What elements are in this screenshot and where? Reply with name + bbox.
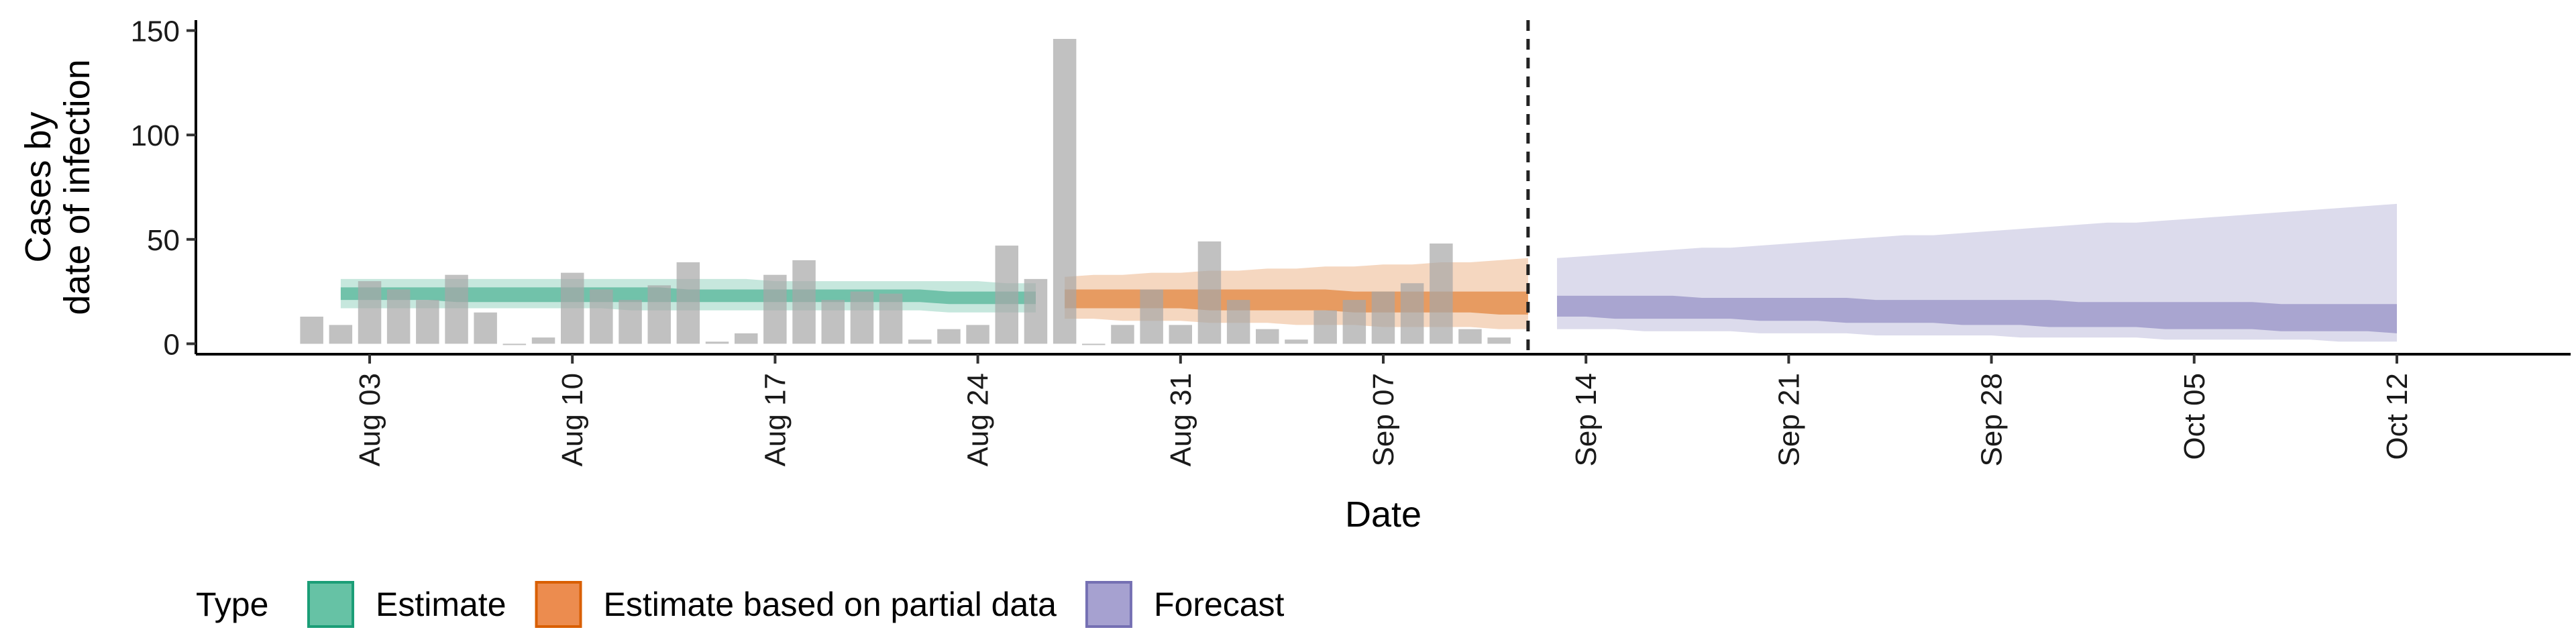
case-bar [1053,39,1077,344]
case-bar [735,333,758,344]
case-bar [763,274,787,344]
case-bar [908,339,932,344]
legend-swatch-forecast [1085,581,1132,628]
x-tick-label: Aug 31 [1165,373,1197,466]
case-bar [1371,291,1395,344]
x-tick-label: Oct 05 [2178,373,2211,460]
observed-case-bars [300,39,1511,345]
y-tick-label: 0 [164,328,180,361]
case-bar [1342,300,1366,344]
legend-swatch-estimate-based-on-partial-data [535,581,582,628]
case-bar [1487,337,1511,344]
y-axis-ticks: 0 50 100 150 [131,15,196,361]
case-bar [676,262,700,344]
x-tick-label: Oct 12 [2381,373,2414,460]
case-bar [619,300,642,344]
case-bar [937,329,961,344]
y-tick-label: 150 [131,15,180,48]
case-bar [386,289,411,344]
case-bar [1169,325,1192,344]
x-tick-label: Sep 28 [1976,373,2008,466]
case-bar [1400,283,1424,344]
case-bar [329,325,353,344]
case-bar [1082,343,1106,345]
x-tick-label: Sep 07 [1367,373,1400,466]
case-bar [358,281,382,344]
case-bar [879,293,903,344]
legend-title: Type [196,586,268,623]
y-axis-label-line: date of infection [57,59,97,315]
legend-swatch-estimate [307,581,354,628]
x-tick-label: Aug 10 [556,373,589,466]
x-axis-label: Date [1345,494,1421,535]
case-bar [1024,278,1048,344]
case-bar [1256,329,1279,344]
legend: Type Estimate Estimate based on partial da… [196,581,1285,628]
case-bar [300,317,323,344]
case-bar [966,325,989,344]
x-tick-label: Sep 14 [1570,373,1603,466]
legend-label-estimate: Estimate [376,586,506,623]
case-bar [1111,325,1134,344]
case-bar [1285,339,1308,344]
x-axis-ticks: Aug 03 Aug 10 Aug 17 Aug 24 Aug 31 Sep 07 Sep … [354,354,2414,466]
case-bar [502,343,527,345]
case-bar [416,300,439,344]
case-bar [1313,310,1337,344]
case-bar [1226,300,1250,344]
case-bar [792,260,816,344]
y-tick-label: 50 [147,224,180,257]
case-bar [821,300,845,344]
case-bar [1458,329,1482,344]
x-tick-label: Aug 03 [354,373,386,466]
case-bar [561,272,584,344]
legend-label-forecast: Forecast [1154,586,1285,623]
forecast-inner-band [1557,295,2397,333]
case-bar [531,337,555,344]
case-bar [1430,244,1453,344]
case-bar [1140,289,1163,344]
case-bar [590,289,613,344]
case-bar [995,246,1018,344]
x-tick-label: Aug 24 [962,373,995,466]
case-bar [445,274,468,344]
y-tick-label: 100 [131,119,180,152]
y-axis-label-line: Cases by [18,111,58,262]
x-tick-label: Aug 17 [759,373,792,466]
x-tick-label: Sep 21 [1772,373,1805,466]
case-bar [647,285,671,344]
legend-label-estimate-based-on-partial-data: Estimate based on partial data [604,586,1057,623]
estimate-bands [340,203,2397,342]
case-bar [850,291,874,344]
case-bar [705,341,729,344]
case-bar [474,312,497,344]
case-bar [1197,241,1222,344]
y-axis-label: Cases bydate of infection [18,59,97,315]
